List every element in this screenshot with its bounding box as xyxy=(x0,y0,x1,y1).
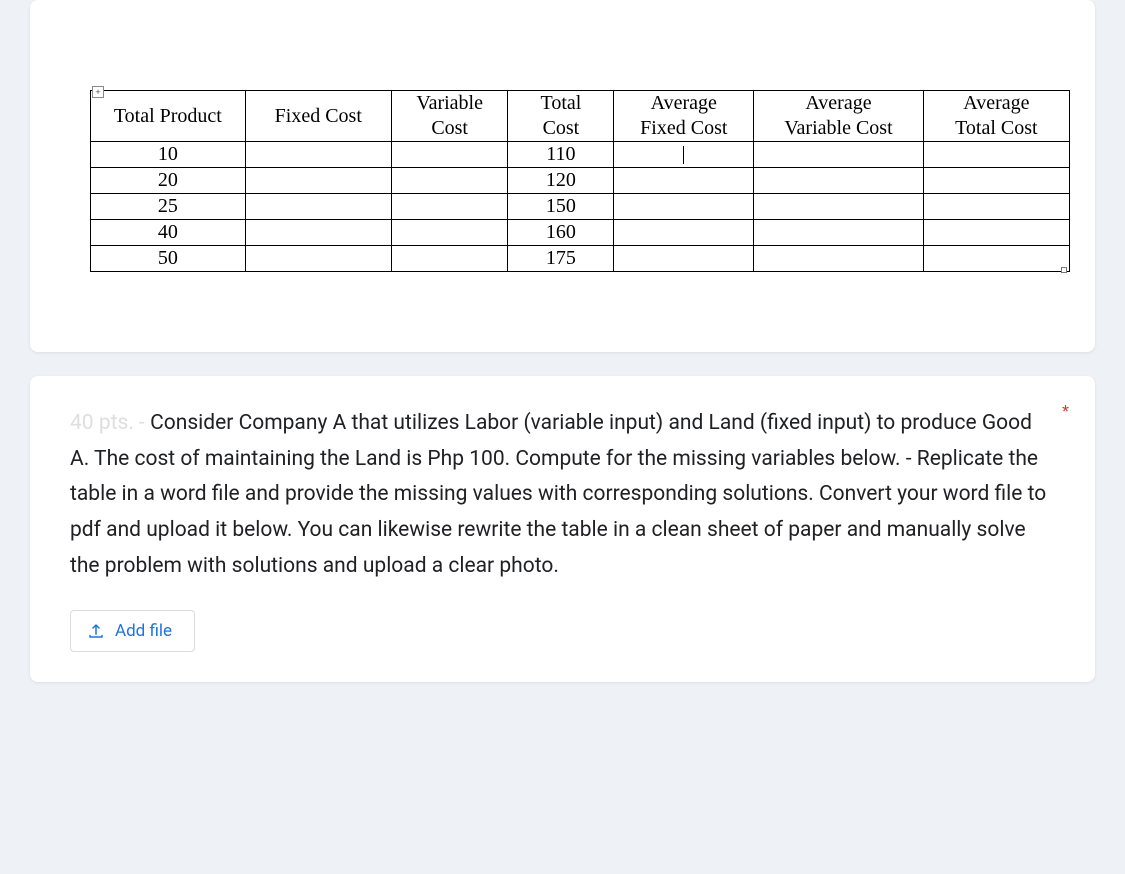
table-resize-handle[interactable] xyxy=(1061,267,1067,273)
table-cell[interactable]: 10 xyxy=(91,142,246,168)
cost-table: Total ProductFixed CostVariable CostTota… xyxy=(90,90,1070,272)
table-cell[interactable] xyxy=(754,220,924,246)
table-cell[interactable] xyxy=(614,246,754,272)
required-marker: * xyxy=(1062,402,1069,423)
table-cell[interactable] xyxy=(245,168,391,194)
table-cell[interactable]: 50 xyxy=(91,246,246,272)
table-cell[interactable] xyxy=(391,168,508,194)
table-header-row: Total ProductFixed CostVariable CostTota… xyxy=(91,91,1070,142)
table-cell[interactable] xyxy=(754,168,924,194)
table-cell[interactable] xyxy=(754,142,924,168)
table-cell[interactable] xyxy=(614,142,754,168)
add-file-button[interactable]: Add file xyxy=(70,610,195,652)
table-cell[interactable] xyxy=(391,194,508,220)
table-card: Total ProductFixed CostVariable CostTota… xyxy=(30,0,1095,352)
column-header: Average Variable Cost xyxy=(754,91,924,142)
table-cell[interactable]: 110 xyxy=(508,142,614,168)
table-cell[interactable] xyxy=(923,220,1069,246)
table-cell[interactable]: 175 xyxy=(508,246,614,272)
table-row: 25 150 xyxy=(91,194,1070,220)
table-cell[interactable] xyxy=(614,220,754,246)
table-cell[interactable] xyxy=(245,246,391,272)
table-cell[interactable] xyxy=(245,142,391,168)
table-cell[interactable]: 20 xyxy=(91,168,246,194)
column-header: Average Total Cost xyxy=(923,91,1069,142)
table-cell[interactable]: 120 xyxy=(508,168,614,194)
question-card: * 40 pts. - Consider Company A that util… xyxy=(30,376,1095,682)
table-cell[interactable] xyxy=(614,194,754,220)
table-cell[interactable] xyxy=(923,142,1069,168)
column-header: Variable Cost xyxy=(391,91,508,142)
question-body: Consider Company A that utilizes Labor (… xyxy=(70,411,1046,578)
points-prefix: 40 pts. - xyxy=(70,411,150,435)
table-body: 10 110 20 120 25 150 40 160 50 175 xyxy=(91,142,1070,272)
table-row: 40 160 xyxy=(91,220,1070,246)
table-cell[interactable] xyxy=(923,168,1069,194)
table-move-handle[interactable] xyxy=(92,86,104,98)
upload-icon xyxy=(87,622,105,640)
table-cell[interactable] xyxy=(754,246,924,272)
table-cell[interactable] xyxy=(754,194,924,220)
table-cell[interactable]: 40 xyxy=(91,220,246,246)
table-row: 50 175 xyxy=(91,246,1070,272)
table-row: 20 120 xyxy=(91,168,1070,194)
table-cell[interactable]: 150 xyxy=(508,194,614,220)
add-file-label: Add file xyxy=(115,621,172,641)
table-cell[interactable]: 25 xyxy=(91,194,246,220)
table-cell[interactable] xyxy=(391,246,508,272)
table-cell[interactable]: 160 xyxy=(508,220,614,246)
column-header: Total Product xyxy=(91,91,246,142)
text-cursor xyxy=(683,146,684,164)
column-header: Total Cost xyxy=(508,91,614,142)
table-cell[interactable] xyxy=(614,168,754,194)
table-cell[interactable] xyxy=(391,220,508,246)
table-cell[interactable] xyxy=(245,220,391,246)
question-text: 40 pts. - Consider Company A that utiliz… xyxy=(70,406,1055,584)
column-header: Average Fixed Cost xyxy=(614,91,754,142)
column-header: Fixed Cost xyxy=(245,91,391,142)
table-cell[interactable] xyxy=(391,142,508,168)
table-cell[interactable] xyxy=(923,194,1069,220)
table-cell[interactable] xyxy=(245,194,391,220)
table-row: 10 110 xyxy=(91,142,1070,168)
table-cell[interactable] xyxy=(923,246,1069,272)
